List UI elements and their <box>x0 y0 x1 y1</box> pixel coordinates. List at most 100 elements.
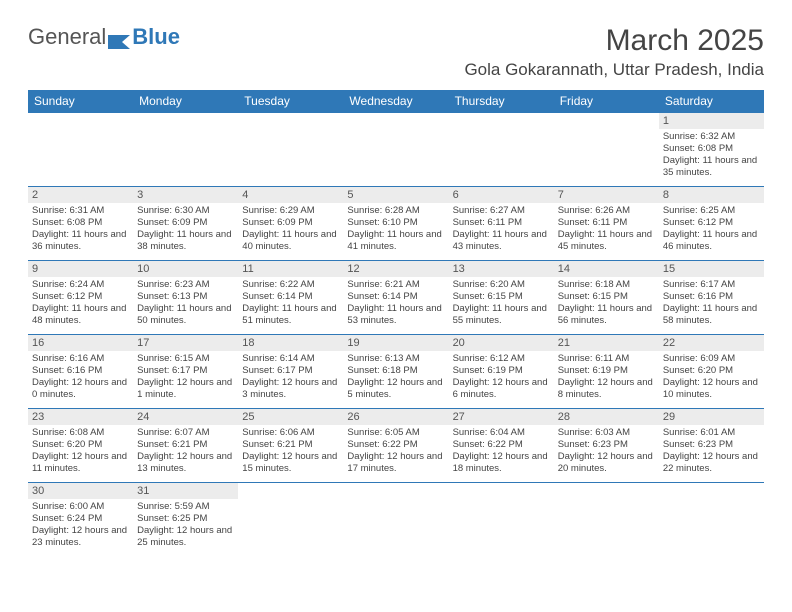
day-details: Sunrise: 6:28 AMSunset: 6:10 PMDaylight:… <box>343 203 448 257</box>
calendar-table: SundayMondayTuesdayWednesdayThursdayFrid… <box>28 90 764 557</box>
day-details: Sunrise: 5:59 AMSunset: 6:25 PMDaylight:… <box>133 499 238 553</box>
day-header: Tuesday <box>238 90 343 113</box>
sunset-text: Sunset: 6:11 PM <box>453 217 550 229</box>
day-number: 23 <box>28 409 133 425</box>
day-cell: 31Sunrise: 5:59 AMSunset: 6:25 PMDayligh… <box>133 483 238 557</box>
day-cell: 8Sunrise: 6:25 AMSunset: 6:12 PMDaylight… <box>659 187 764 261</box>
daylight-text: Daylight: 12 hours and 6 minutes. <box>453 377 550 401</box>
sunset-text: Sunset: 6:23 PM <box>558 439 655 451</box>
calendar-week: 2Sunrise: 6:31 AMSunset: 6:08 PMDaylight… <box>28 187 764 261</box>
day-number: 26 <box>343 409 448 425</box>
day-cell: 23Sunrise: 6:08 AMSunset: 6:20 PMDayligh… <box>28 409 133 483</box>
day-number: 18 <box>238 335 343 351</box>
empty-cell <box>238 483 343 557</box>
day-details: Sunrise: 6:18 AMSunset: 6:15 PMDaylight:… <box>554 277 659 331</box>
sunrise-text: Sunrise: 6:28 AM <box>347 205 444 217</box>
day-header: Friday <box>554 90 659 113</box>
sunrise-text: Sunrise: 5:59 AM <box>137 501 234 513</box>
day-cell: 29Sunrise: 6:01 AMSunset: 6:23 PMDayligh… <box>659 409 764 483</box>
day-number: 29 <box>659 409 764 425</box>
day-cell: 10Sunrise: 6:23 AMSunset: 6:13 PMDayligh… <box>133 261 238 335</box>
sunset-text: Sunset: 6:14 PM <box>242 291 339 303</box>
sunset-text: Sunset: 6:24 PM <box>32 513 129 525</box>
empty-cell <box>659 483 764 557</box>
day-details: Sunrise: 6:22 AMSunset: 6:14 PMDaylight:… <box>238 277 343 331</box>
day-cell: 16Sunrise: 6:16 AMSunset: 6:16 PMDayligh… <box>28 335 133 409</box>
sunrise-text: Sunrise: 6:24 AM <box>32 279 129 291</box>
sunrise-text: Sunrise: 6:06 AM <box>242 427 339 439</box>
logo: General Blue <box>28 24 180 50</box>
sunrise-text: Sunrise: 6:16 AM <box>32 353 129 365</box>
daylight-text: Daylight: 12 hours and 10 minutes. <box>663 377 760 401</box>
daylight-text: Daylight: 12 hours and 22 minutes. <box>663 451 760 475</box>
day-number: 22 <box>659 335 764 351</box>
sunrise-text: Sunrise: 6:00 AM <box>32 501 129 513</box>
month-title: March 2025 <box>464 24 764 58</box>
day-number: 11 <box>238 261 343 277</box>
daylight-text: Daylight: 12 hours and 13 minutes. <box>137 451 234 475</box>
sunset-text: Sunset: 6:20 PM <box>663 365 760 377</box>
day-cell: 5Sunrise: 6:28 AMSunset: 6:10 PMDaylight… <box>343 187 448 261</box>
day-details: Sunrise: 6:03 AMSunset: 6:23 PMDaylight:… <box>554 425 659 479</box>
daylight-text: Daylight: 11 hours and 41 minutes. <box>347 229 444 253</box>
day-number: 12 <box>343 261 448 277</box>
sunset-text: Sunset: 6:19 PM <box>453 365 550 377</box>
day-header: Sunday <box>28 90 133 113</box>
sunrise-text: Sunrise: 6:25 AM <box>663 205 760 217</box>
sunset-text: Sunset: 6:15 PM <box>558 291 655 303</box>
sunrise-text: Sunrise: 6:11 AM <box>558 353 655 365</box>
sunrise-text: Sunrise: 6:09 AM <box>663 353 760 365</box>
daylight-text: Daylight: 11 hours and 55 minutes. <box>453 303 550 327</box>
daylight-text: Daylight: 11 hours and 40 minutes. <box>242 229 339 253</box>
day-number: 5 <box>343 187 448 203</box>
daylight-text: Daylight: 11 hours and 35 minutes. <box>663 155 760 179</box>
day-number: 31 <box>133 483 238 499</box>
day-number: 21 <box>554 335 659 351</box>
daylight-text: Daylight: 12 hours and 11 minutes. <box>32 451 129 475</box>
day-number: 2 <box>28 187 133 203</box>
sunrise-text: Sunrise: 6:32 AM <box>663 131 760 143</box>
day-details: Sunrise: 6:31 AMSunset: 6:08 PMDaylight:… <box>28 203 133 257</box>
daylight-text: Daylight: 11 hours and 36 minutes. <box>32 229 129 253</box>
day-details: Sunrise: 6:06 AMSunset: 6:21 PMDaylight:… <box>238 425 343 479</box>
day-details: Sunrise: 6:14 AMSunset: 6:17 PMDaylight:… <box>238 351 343 405</box>
sunrise-text: Sunrise: 6:23 AM <box>137 279 234 291</box>
empty-cell <box>28 113 133 187</box>
day-number: 27 <box>449 409 554 425</box>
sunset-text: Sunset: 6:13 PM <box>137 291 234 303</box>
day-number: 28 <box>554 409 659 425</box>
sunset-text: Sunset: 6:11 PM <box>558 217 655 229</box>
day-number: 6 <box>449 187 554 203</box>
day-details: Sunrise: 6:13 AMSunset: 6:18 PMDaylight:… <box>343 351 448 405</box>
empty-cell <box>449 483 554 557</box>
day-number: 16 <box>28 335 133 351</box>
day-details: Sunrise: 6:04 AMSunset: 6:22 PMDaylight:… <box>449 425 554 479</box>
empty-cell <box>449 113 554 187</box>
day-details: Sunrise: 6:20 AMSunset: 6:15 PMDaylight:… <box>449 277 554 331</box>
daylight-text: Daylight: 11 hours and 53 minutes. <box>347 303 444 327</box>
day-details: Sunrise: 6:05 AMSunset: 6:22 PMDaylight:… <box>343 425 448 479</box>
sunrise-text: Sunrise: 6:08 AM <box>32 427 129 439</box>
day-details: Sunrise: 6:00 AMSunset: 6:24 PMDaylight:… <box>28 499 133 553</box>
sunrise-text: Sunrise: 6:20 AM <box>453 279 550 291</box>
sunset-text: Sunset: 6:09 PM <box>242 217 339 229</box>
day-cell: 17Sunrise: 6:15 AMSunset: 6:17 PMDayligh… <box>133 335 238 409</box>
day-details: Sunrise: 6:16 AMSunset: 6:16 PMDaylight:… <box>28 351 133 405</box>
daylight-text: Daylight: 11 hours and 58 minutes. <box>663 303 760 327</box>
calendar-week: 30Sunrise: 6:00 AMSunset: 6:24 PMDayligh… <box>28 483 764 557</box>
sunset-text: Sunset: 6:20 PM <box>32 439 129 451</box>
sunrise-text: Sunrise: 6:21 AM <box>347 279 444 291</box>
day-number: 19 <box>343 335 448 351</box>
day-details: Sunrise: 6:07 AMSunset: 6:21 PMDaylight:… <box>133 425 238 479</box>
day-number: 30 <box>28 483 133 499</box>
day-cell: 25Sunrise: 6:06 AMSunset: 6:21 PMDayligh… <box>238 409 343 483</box>
calendar-week: 1Sunrise: 6:32 AMSunset: 6:08 PMDaylight… <box>28 113 764 187</box>
day-number: 4 <box>238 187 343 203</box>
daylight-text: Daylight: 11 hours and 43 minutes. <box>453 229 550 253</box>
sunset-text: Sunset: 6:09 PM <box>137 217 234 229</box>
sunrise-text: Sunrise: 6:05 AM <box>347 427 444 439</box>
day-number: 20 <box>449 335 554 351</box>
day-details: Sunrise: 6:29 AMSunset: 6:09 PMDaylight:… <box>238 203 343 257</box>
daylight-text: Daylight: 12 hours and 0 minutes. <box>32 377 129 401</box>
day-details: Sunrise: 6:08 AMSunset: 6:20 PMDaylight:… <box>28 425 133 479</box>
